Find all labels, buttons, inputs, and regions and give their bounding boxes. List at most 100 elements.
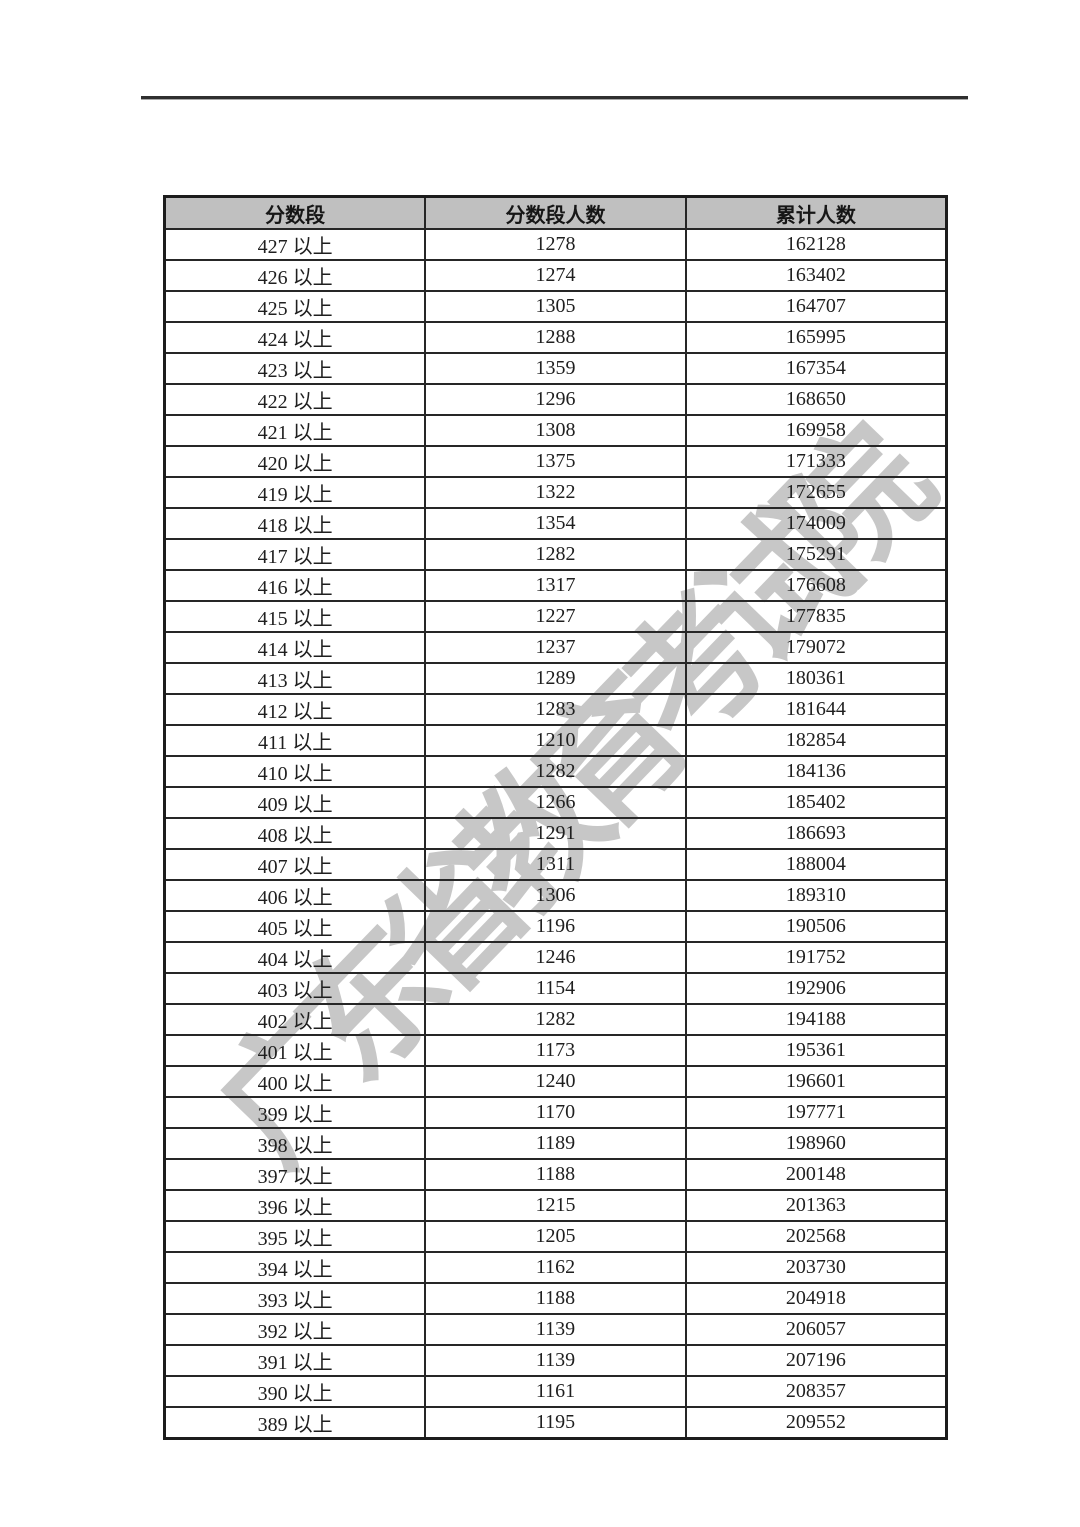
segment-count-cell: 1215: [424, 1189, 687, 1222]
table-row: 401 以上 1173 195361: [163, 1034, 948, 1067]
score-range-cell: 394 以上: [163, 1251, 427, 1284]
column-header-segment-count: 分数段人数: [424, 195, 687, 230]
table-row: 403 以上 1154 192906: [163, 972, 948, 1005]
score-range-cell: 424 以上: [163, 321, 427, 354]
score-range-cell: 406 以上: [163, 879, 427, 912]
table-row: 423 以上 1359 167354: [163, 352, 948, 385]
score-range-cell: 399 以上: [163, 1096, 427, 1129]
score-range-cell: 414 以上: [163, 631, 427, 664]
page-divider-rule: [141, 96, 968, 100]
cumulative-count-cell: 167354: [684, 352, 948, 385]
table-row: 415 以上 1227 177835: [163, 600, 948, 633]
table-row: 396 以上 1215 201363: [163, 1189, 948, 1222]
segment-count-cell: 1283: [424, 693, 687, 726]
table-row: 395 以上 1205 202568: [163, 1220, 948, 1253]
score-range-cell: 410 以上: [163, 755, 427, 788]
segment-count-cell: 1188: [424, 1282, 687, 1315]
cumulative-count-cell: 195361: [684, 1034, 948, 1067]
table-header-row: 分数段 分数段人数 累计人数: [163, 195, 948, 230]
segment-count-cell: 1196: [424, 910, 687, 943]
table-row: 418 以上 1354 174009: [163, 507, 948, 540]
segment-count-cell: 1288: [424, 321, 687, 354]
cumulative-count-cell: 184136: [684, 755, 948, 788]
cumulative-count-cell: 200148: [684, 1158, 948, 1191]
table-row: 402 以上 1282 194188: [163, 1003, 948, 1036]
segment-count-cell: 1317: [424, 569, 687, 602]
cumulative-count-cell: 181644: [684, 693, 948, 726]
cumulative-count-cell: 182854: [684, 724, 948, 757]
cumulative-count-cell: 179072: [684, 631, 948, 664]
cumulative-count-cell: 172655: [684, 476, 948, 509]
score-range-cell: 427 以上: [163, 228, 427, 261]
table-row: 427 以上 1278 162128: [163, 228, 948, 261]
score-range-cell: 409 以上: [163, 786, 427, 819]
score-range-cell: 405 以上: [163, 910, 427, 943]
table-row: 414 以上 1237 179072: [163, 631, 948, 664]
segment-count-cell: 1170: [424, 1096, 687, 1129]
table-row: 409 以上 1266 185402: [163, 786, 948, 819]
table-row: 410 以上 1282 184136: [163, 755, 948, 788]
score-range-cell: 415 以上: [163, 600, 427, 633]
score-range-cell: 402 以上: [163, 1003, 427, 1036]
table-row: 398 以上 1189 198960: [163, 1127, 948, 1160]
cumulative-count-cell: 196601: [684, 1065, 948, 1098]
cumulative-count-cell: 209552: [684, 1406, 948, 1440]
table-row: 400 以上 1240 196601: [163, 1065, 948, 1098]
score-range-cell: 393 以上: [163, 1282, 427, 1315]
cumulative-count-cell: 186693: [684, 817, 948, 850]
table-row: 406 以上 1306 189310: [163, 879, 948, 912]
segment-count-cell: 1291: [424, 817, 687, 850]
score-range-cell: 413 以上: [163, 662, 427, 695]
score-range-cell: 390 以上: [163, 1375, 427, 1408]
segment-count-cell: 1282: [424, 755, 687, 788]
score-range-cell: 408 以上: [163, 817, 427, 850]
score-range-cell: 425 以上: [163, 290, 427, 323]
score-range-cell: 395 以上: [163, 1220, 427, 1253]
table-row: 405 以上 1196 190506: [163, 910, 948, 943]
table-row: 399 以上 1170 197771: [163, 1096, 948, 1129]
segment-count-cell: 1308: [424, 414, 687, 447]
cumulative-count-cell: 171333: [684, 445, 948, 478]
score-range-cell: 412 以上: [163, 693, 427, 726]
score-range-cell: 417 以上: [163, 538, 427, 571]
cumulative-count-cell: 203730: [684, 1251, 948, 1284]
segment-count-cell: 1139: [424, 1313, 687, 1346]
segment-count-cell: 1306: [424, 879, 687, 912]
score-range-cell: 403 以上: [163, 972, 427, 1005]
score-range-cell: 392 以上: [163, 1313, 427, 1346]
segment-count-cell: 1162: [424, 1251, 687, 1284]
cumulative-count-cell: 198960: [684, 1127, 948, 1160]
score-range-cell: 411 以上: [163, 724, 427, 757]
cumulative-count-cell: 201363: [684, 1189, 948, 1222]
segment-count-cell: 1266: [424, 786, 687, 819]
cumulative-count-cell: 204918: [684, 1282, 948, 1315]
cumulative-count-cell: 194188: [684, 1003, 948, 1036]
table-row: 393 以上 1188 204918: [163, 1282, 948, 1315]
table-header: 分数段 分数段人数 累计人数: [163, 195, 948, 230]
cumulative-count-cell: 202568: [684, 1220, 948, 1253]
score-range-cell: 396 以上: [163, 1189, 427, 1222]
table-row: 397 以上 1188 200148: [163, 1158, 948, 1191]
table-row: 394 以上 1162 203730: [163, 1251, 948, 1284]
table-row: 389 以上 1195 209552: [163, 1406, 948, 1440]
segment-count-cell: 1246: [424, 941, 687, 974]
cumulative-count-cell: 176608: [684, 569, 948, 602]
score-range-cell: 416 以上: [163, 569, 427, 602]
table-row: 390 以上 1161 208357: [163, 1375, 948, 1408]
table-row: 419 以上 1322 172655: [163, 476, 948, 509]
segment-count-cell: 1154: [424, 972, 687, 1005]
cumulative-count-cell: 164707: [684, 290, 948, 323]
segment-count-cell: 1210: [424, 724, 687, 757]
score-distribution-table: 分数段 分数段人数 累计人数 427 以上 1278 162128 426 以上 127…: [163, 195, 948, 1440]
column-header-score-range: 分数段: [163, 195, 427, 230]
cumulative-count-cell: 197771: [684, 1096, 948, 1129]
table-row: 413 以上 1289 180361: [163, 662, 948, 695]
cumulative-count-cell: 162128: [684, 228, 948, 261]
cumulative-count-cell: 177835: [684, 600, 948, 633]
segment-count-cell: 1161: [424, 1375, 687, 1408]
score-range-cell: 422 以上: [163, 383, 427, 416]
table-row: 391 以上 1139 207196: [163, 1344, 948, 1377]
table-body: 427 以上 1278 162128 426 以上 1274 163402 425 以上 13…: [163, 228, 948, 1440]
table-row: 425 以上 1305 164707: [163, 290, 948, 323]
